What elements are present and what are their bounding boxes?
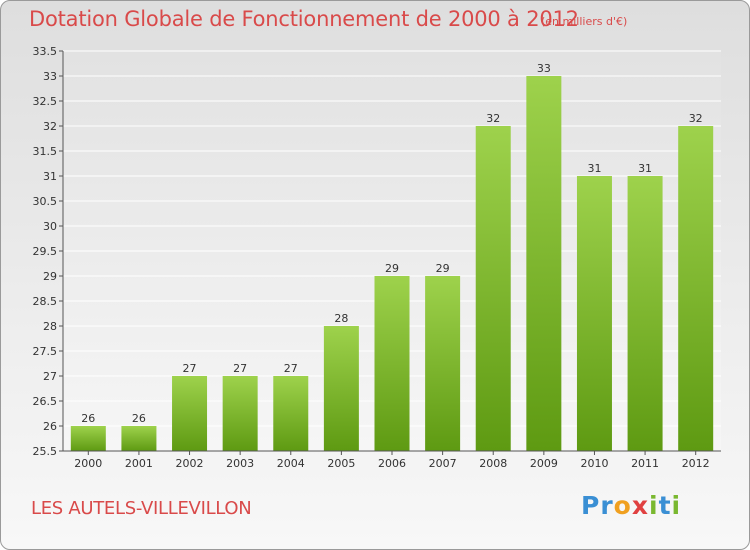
data-label: 31	[638, 162, 652, 175]
bar	[576, 176, 612, 451]
bar	[475, 126, 511, 451]
y-tick-label: 28.5	[33, 295, 58, 308]
data-label: 29	[436, 262, 450, 275]
logo-letter: r	[600, 491, 614, 520]
y-tick-label: 33.5	[33, 45, 58, 58]
bar	[172, 376, 208, 451]
x-tick-label: 2009	[530, 457, 558, 470]
logo-letter: P	[581, 491, 601, 520]
x-tick-label: 2001	[125, 457, 153, 470]
data-label: 32	[486, 112, 500, 125]
y-tick-label: 26	[43, 420, 57, 433]
x-tick-label: 2011	[631, 457, 659, 470]
commune-name: LES AUTELS-VILLEVILLON	[31, 498, 252, 519]
data-label: 27	[284, 362, 298, 375]
y-tick-label: 27.5	[33, 345, 58, 358]
y-tick-label: 32.5	[33, 95, 58, 108]
y-tick-label: 31	[43, 170, 57, 183]
bar	[273, 376, 309, 451]
logo-letter: i	[649, 491, 659, 520]
x-tick-label: 2003	[226, 457, 254, 470]
x-tick-label: 2010	[580, 457, 608, 470]
data-label: 28	[334, 312, 348, 325]
y-tick-label: 31.5	[33, 145, 58, 158]
y-tick-label: 30	[43, 220, 57, 233]
bar	[121, 426, 157, 451]
bar	[70, 426, 106, 451]
data-label: 32	[689, 112, 703, 125]
logo-letter: t	[658, 491, 672, 520]
y-tick-label: 30.5	[33, 195, 58, 208]
chart-subtitle: (en milliers d'€)	[541, 15, 628, 28]
logo-letter: o	[613, 491, 632, 520]
data-label: 33	[537, 62, 551, 75]
x-tick-label: 2006	[378, 457, 406, 470]
y-tick-label: 29	[43, 270, 57, 283]
chart-title: Dotation Globale de Fonctionnement de 20…	[29, 7, 579, 31]
y-tick-label: 28	[43, 320, 57, 333]
y-tick-label: 29.5	[33, 245, 58, 258]
data-label: 29	[385, 262, 399, 275]
y-tick-label: 32	[43, 120, 57, 133]
data-label: 27	[233, 362, 247, 375]
data-label: 27	[183, 362, 197, 375]
data-label: 26	[81, 412, 95, 425]
bar	[222, 376, 258, 451]
data-label: 26	[132, 412, 146, 425]
bar	[627, 176, 663, 451]
logo-letter: x	[631, 491, 649, 520]
bar	[678, 126, 714, 451]
x-tick-label: 2008	[479, 457, 507, 470]
x-tick-label: 2000	[74, 457, 102, 470]
bar	[323, 326, 359, 451]
y-tick-label: 27	[43, 370, 57, 383]
x-tick-label: 2007	[429, 457, 457, 470]
y-tick-label: 26.5	[33, 395, 58, 408]
x-tick-label: 2004	[277, 457, 305, 470]
x-tick-label: 2002	[176, 457, 204, 470]
data-label: 31	[587, 162, 601, 175]
logo-letter: i	[671, 491, 682, 520]
bar	[425, 276, 461, 451]
x-tick-label: 2005	[327, 457, 355, 470]
bar	[526, 76, 562, 451]
y-tick-label: 25.5	[33, 445, 58, 458]
proxiti-logo: Proxiti	[581, 491, 681, 520]
y-tick-label: 33	[43, 70, 57, 83]
bar	[374, 276, 410, 451]
x-tick-label: 2012	[682, 457, 710, 470]
